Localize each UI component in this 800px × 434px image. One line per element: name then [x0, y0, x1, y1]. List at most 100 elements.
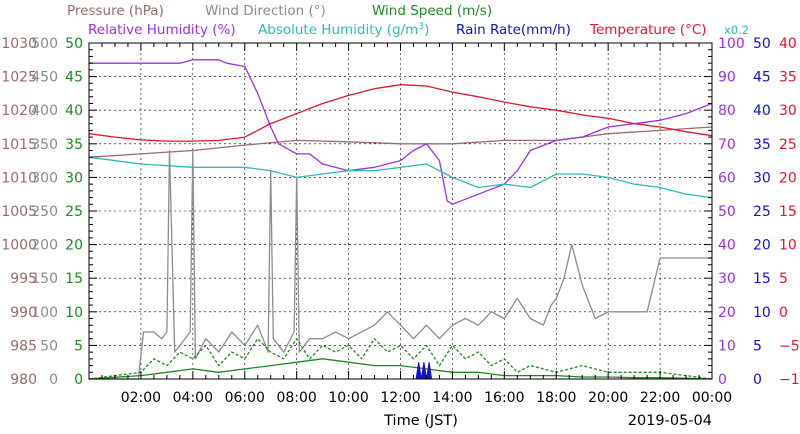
- y-tick-label-wind-speed: 50: [65, 36, 83, 52]
- y-tick-label-pressure: 1015: [1, 137, 37, 153]
- series-absolute-humidity-g-m3: [88, 156, 713, 199]
- x-tick-label: 06:00: [225, 390, 265, 406]
- x-tick-label: 20:00: [588, 390, 628, 406]
- x-tick-label: 02:00: [121, 390, 161, 406]
- y-tick-label-wind-direction: 500: [31, 36, 58, 52]
- x-tick-label: 12:00: [380, 390, 420, 406]
- y-tick-label-rain-rate: 20: [753, 238, 771, 254]
- y-tick-label-pressure: 985: [10, 338, 37, 354]
- y-tick-label-wind-direction: 100: [31, 305, 58, 321]
- y-tick-label-wind-speed: 35: [65, 137, 83, 153]
- series-wind-direction: [89, 149, 712, 380]
- y-tick-label-pressure: 995: [10, 271, 37, 287]
- series-layer: [88, 59, 713, 380]
- y-tick-label-rain-rate: 25: [753, 204, 771, 220]
- y-tick-label-temperature: 10: [779, 238, 797, 254]
- y-tick-label-temperature: −10: [779, 372, 800, 388]
- grid: [89, 43, 712, 379]
- x-tick-label: 10:00: [328, 390, 368, 406]
- y-tick-label-wind-speed: 45: [65, 70, 83, 86]
- y-tick-label-pressure: 1005: [1, 204, 37, 220]
- y-tick-label-relative-humidity: 10: [718, 338, 736, 354]
- y-tick-label-relative-humidity: 30: [718, 271, 736, 287]
- y-tick-label-temperature: 25: [779, 137, 797, 153]
- y-tick-label-temperature: 15: [779, 204, 797, 220]
- y-tick-label-wind-speed: 5: [74, 338, 83, 354]
- y-tick-labels: 1030102510201015101010051000995990985980…: [1, 36, 800, 388]
- y-tick-label-relative-humidity: 60: [718, 170, 736, 186]
- y-tick-label-pressure: 1030: [1, 36, 37, 52]
- y-tick-label-rain-rate: 10: [753, 305, 771, 321]
- series-pressure-hpa: [88, 126, 713, 158]
- x-tick-label: 00:00: [692, 390, 732, 406]
- y-tick-label-relative-humidity: 40: [718, 238, 736, 254]
- legend-pressure: Pressure (hPa): [67, 3, 164, 19]
- x-tick-label: 18:00: [536, 390, 576, 406]
- y-tick-label-pressure: 1025: [1, 70, 37, 86]
- y-tick-label-wind-direction: 250: [31, 204, 58, 220]
- y-tick-label-wind-direction: 0: [49, 372, 58, 388]
- y-tick-label-temperature: −5: [779, 338, 800, 354]
- x-tick-labels: 02:00 04:00 06:00 08:00 10:00 12:00 14:00 16:00…: [121, 390, 732, 406]
- series-temperature-c: [88, 84, 713, 142]
- legend-ah-scale-note: x0.2: [724, 23, 749, 37]
- x-tick-label: 14:00: [432, 390, 472, 406]
- y-tick-label-pressure: 980: [10, 372, 37, 388]
- y-tick-label-wind-direction: 450: [31, 70, 58, 86]
- x-tick-label: 08:00: [276, 390, 316, 406]
- series-relative-humidity: [89, 59, 713, 205]
- y-tick-label-rain-rate: 40: [753, 103, 771, 119]
- legend-temperature: Temperature (°C): [589, 22, 707, 38]
- y-tick-label-wind-direction: 200: [31, 238, 58, 254]
- legend-rain-rate: Rain Rate(mm/h): [456, 22, 571, 38]
- legend-wind-direction: Wind Direction (°): [205, 3, 326, 19]
- y-tick-label-temperature: 0: [779, 305, 788, 321]
- x-tick-label: 16:00: [484, 390, 524, 406]
- legend-wind-speed: Wind Speed (m/s): [372, 3, 492, 19]
- y-tick-label-temperature: 40: [779, 36, 797, 52]
- y-tick-label-wind-speed: 20: [65, 238, 83, 254]
- y-tick-label-pressure: 1020: [1, 103, 37, 119]
- y-tick-label-rain-rate: 15: [753, 271, 771, 287]
- y-tick-label-temperature: 5: [779, 271, 788, 287]
- y-tick-label-rain-rate: 0: [753, 372, 762, 388]
- x-tick-label: 04:00: [173, 390, 213, 406]
- x-tick-label: 22:00: [640, 390, 680, 406]
- y-tick-label-pressure: 1000: [1, 238, 37, 254]
- series-wind-speed-gust-m-s: [88, 338, 713, 380]
- date-label: 2019-05-04: [628, 413, 712, 429]
- y-tick-label-wind-direction: 50: [40, 338, 58, 354]
- y-tick-label-pressure: 990: [10, 305, 37, 321]
- y-tick-label-relative-humidity: 50: [718, 204, 736, 220]
- y-tick-label-wind-speed: 10: [65, 305, 83, 321]
- y-tick-label-rain-rate: 35: [753, 137, 771, 153]
- y-tick-label-relative-humidity: 80: [718, 103, 736, 119]
- y-tick-label-wind-speed: 0: [74, 372, 83, 388]
- y-tick-label-relative-humidity: 70: [718, 137, 736, 153]
- y-tick-label-relative-humidity: 0: [718, 372, 727, 388]
- legend-relative-humidity: Relative Humidity (%): [88, 22, 236, 38]
- y-tick-label-temperature: 30: [779, 103, 797, 119]
- legend-absolute-humidity: Absolute Humidity (g/m3): [258, 22, 429, 38]
- y-tick-label-temperature: 35: [779, 70, 797, 86]
- y-tick-label-wind-direction: 300: [31, 170, 58, 186]
- y-tick-label-wind-speed: 30: [65, 170, 83, 186]
- y-tick-label-rain-rate: 5: [753, 338, 762, 354]
- y-tick-label-wind-direction: 350: [31, 137, 58, 153]
- y-tick-label-temperature: 20: [779, 170, 797, 186]
- y-tick-label-rain-rate: 30: [753, 170, 771, 186]
- y-tick-label-pressure: 1010: [1, 170, 37, 186]
- y-tick-label-wind-direction: 400: [31, 103, 58, 119]
- y-tick-label-rain-rate: 50: [753, 36, 771, 52]
- y-tick-label-wind-speed: 40: [65, 103, 83, 119]
- y-tick-label-relative-humidity: 20: [718, 305, 736, 321]
- series-wind-speed-m-s: [88, 358, 713, 380]
- legend: Pressure (hPa) Wind Direction (°) Wind S…: [67, 3, 749, 38]
- y-tick-label-rain-rate: 45: [753, 70, 771, 86]
- x-axis-label: Time (JST): [383, 413, 458, 429]
- tick-marks: [89, 42, 713, 380]
- y-tick-label-wind-direction: 150: [31, 271, 58, 287]
- y-tick-label-relative-humidity: 90: [718, 70, 736, 86]
- legend-ah-sup: 3: [418, 22, 424, 32]
